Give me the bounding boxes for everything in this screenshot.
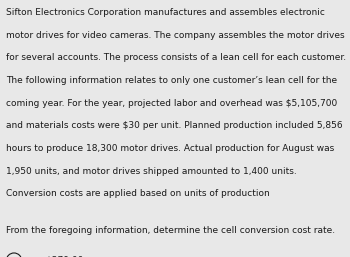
Text: 1,950 units, and motor drives shipped amounted to 1,400 units.: 1,950 units, and motor drives shipped am…	[6, 167, 297, 176]
Text: and materials costs were $30 per unit. Planned production included 5,856: and materials costs were $30 per unit. P…	[6, 121, 343, 130]
Text: Conversion costs are applied based on units of production: Conversion costs are applied based on un…	[6, 189, 270, 198]
Text: From the foregoing information, determine the cell conversion cost rate.: From the foregoing information, determin…	[6, 226, 335, 235]
Text: a.  $279.00: a. $279.00	[32, 255, 83, 257]
Text: coming year. For the year, projected labor and overhead was $5,105,700: coming year. For the year, projected lab…	[6, 99, 337, 108]
Text: motor drives for video cameras. The company assembles the motor drives: motor drives for video cameras. The comp…	[6, 31, 345, 40]
Text: for several accounts. The process consists of a lean cell for each customer.: for several accounts. The process consis…	[6, 53, 346, 62]
Text: The following information relates to only one customer’s lean cell for the: The following information relates to onl…	[6, 76, 337, 85]
Text: hours to produce 18,300 motor drives. Actual production for August was: hours to produce 18,300 motor drives. Ac…	[6, 144, 335, 153]
Text: Sifton Electronics Corporation manufactures and assembles electronic: Sifton Electronics Corporation manufactu…	[6, 8, 325, 17]
